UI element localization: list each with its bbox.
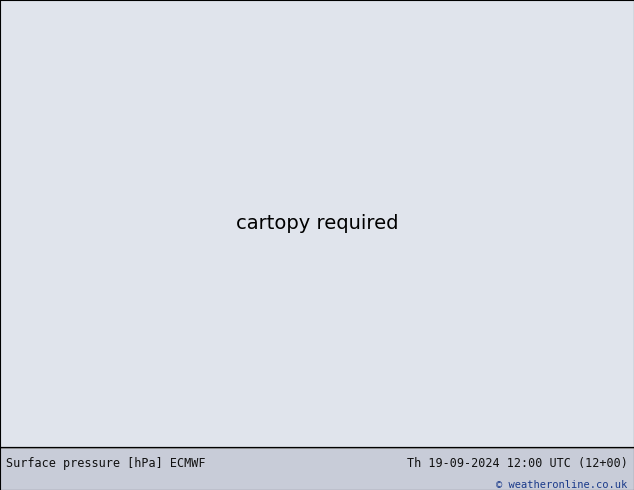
Text: cartopy required: cartopy required: [236, 214, 398, 233]
Text: Th 19-09-2024 12:00 UTC (12+00): Th 19-09-2024 12:00 UTC (12+00): [407, 457, 628, 470]
Text: © weatheronline.co.uk: © weatheronline.co.uk: [496, 480, 628, 490]
Text: Surface pressure [hPa] ECMWF: Surface pressure [hPa] ECMWF: [6, 457, 206, 470]
